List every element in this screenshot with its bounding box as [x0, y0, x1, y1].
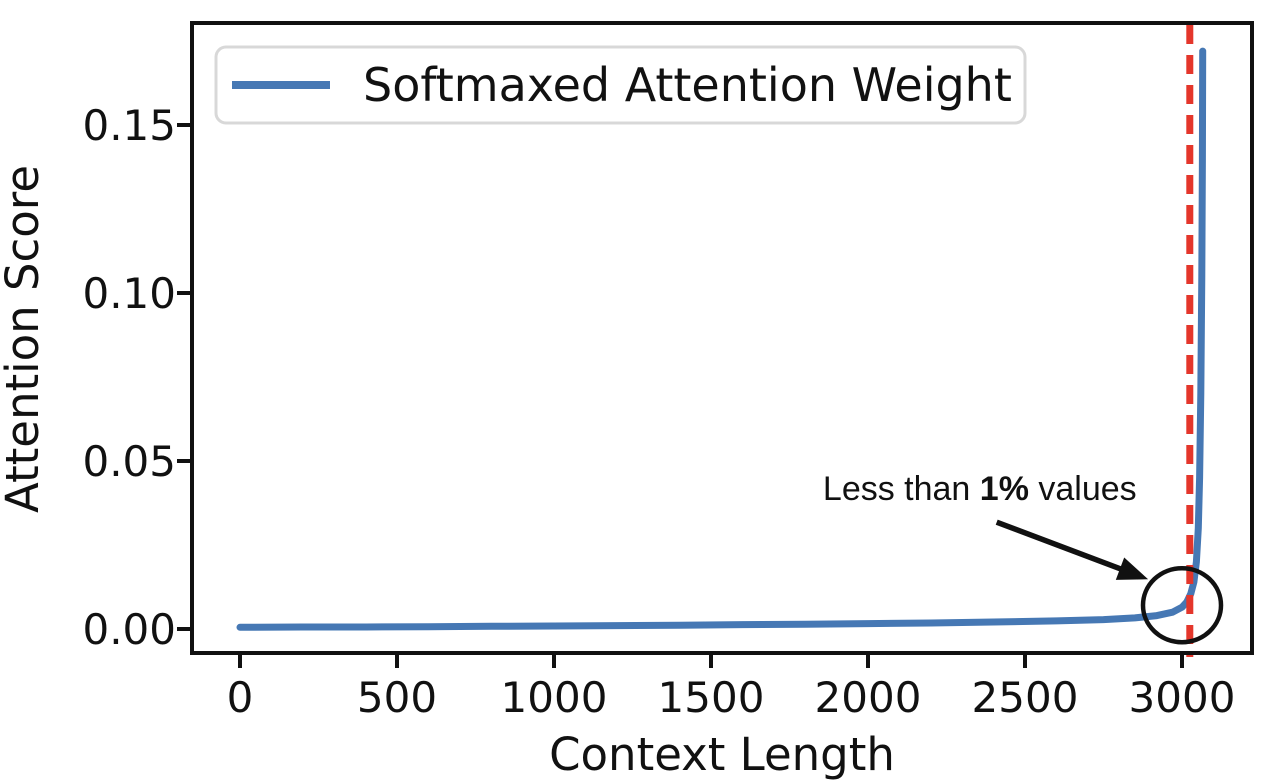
- x-tick-marks: [238, 655, 1184, 668]
- attention-weight-curve: [236, 47, 1207, 631]
- y-tick-label: 0.10: [82, 269, 176, 318]
- x-tick-label: 0: [227, 673, 254, 722]
- legend-label: Softmaxed Attention Weight: [363, 58, 1012, 112]
- x-tick-labels: 0 500 1000 1500 2000 2500 3000: [227, 673, 1236, 722]
- x-tick-label: 2500: [972, 673, 1079, 722]
- legend-box: [214, 45, 1027, 125]
- x-tick-label: 500: [357, 673, 437, 722]
- y-tick-labels: 0.00 0.05 0.10 0.15: [82, 101, 176, 654]
- annotation-group: Less than 1% values: [823, 470, 1224, 645]
- annotation-text: Less than 1% values: [823, 470, 1137, 508]
- y-tick-label: 0.00: [82, 605, 176, 654]
- plot-frame: [190, 21, 1254, 655]
- legend: Softmaxed Attention Weight: [214, 45, 1027, 125]
- annotation-text-bold: 1%: [980, 470, 1029, 508]
- x-axis-label: Context Length: [549, 728, 895, 781]
- x-tick-label: 2000: [815, 673, 922, 722]
- annotation-text-suffix: values: [1029, 470, 1137, 508]
- annotation-arrow-line: [995, 519, 1127, 574]
- x-tick-label: 3000: [1129, 673, 1236, 722]
- x-tick-label: 1000: [501, 673, 608, 722]
- highlight-circle: [1140, 565, 1224, 645]
- y-tick-label: 0.15: [82, 101, 176, 150]
- y-axis-label: Attention Score: [0, 165, 49, 513]
- y-tick-marks: [177, 123, 190, 631]
- annotation-arrowhead-icon: [1115, 557, 1149, 580]
- x-tick-label: 1500: [658, 673, 765, 722]
- annotation-text-prefix: Less than: [823, 470, 980, 508]
- y-tick-label: 0.05: [82, 437, 176, 486]
